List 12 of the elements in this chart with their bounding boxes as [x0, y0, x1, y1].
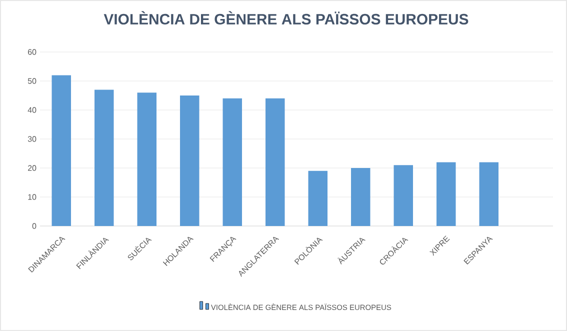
bar — [394, 165, 413, 226]
bar — [52, 75, 71, 226]
bar — [94, 90, 114, 226]
chart-title: VIOLÈNCIA DE GÈNERE ALS PAÏSSOS EUROPEUS — [104, 11, 468, 24]
bar — [222, 98, 242, 226]
bar — [308, 170, 328, 226]
bar — [180, 96, 200, 226]
bar — [436, 162, 456, 226]
bar — [137, 92, 156, 226]
bar — [266, 98, 285, 226]
bar — [479, 162, 498, 226]
bar — [351, 168, 370, 226]
